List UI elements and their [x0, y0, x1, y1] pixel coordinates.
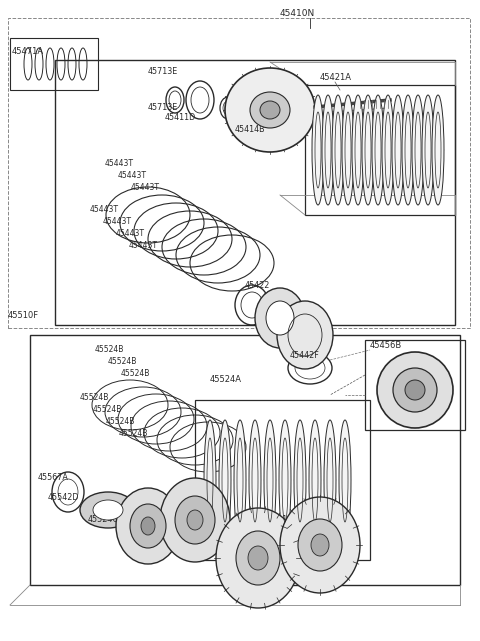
Text: 45524B: 45524B [80, 394, 109, 403]
Text: 45443T: 45443T [105, 158, 134, 167]
Ellipse shape [219, 420, 231, 540]
Text: 45414B: 45414B [235, 126, 265, 135]
Ellipse shape [250, 92, 290, 128]
Ellipse shape [130, 504, 166, 548]
Ellipse shape [280, 497, 360, 593]
Bar [10, 38, 98, 90]
Ellipse shape [422, 95, 434, 205]
Bar [55, 60, 455, 325]
Text: 45443T: 45443T [116, 229, 145, 238]
Text: 45511E: 45511E [268, 515, 298, 524]
Ellipse shape [339, 420, 351, 540]
Text: 45524B: 45524B [93, 406, 122, 415]
Text: 45443T: 45443T [129, 242, 158, 251]
Ellipse shape [372, 95, 384, 205]
Text: 45422: 45422 [245, 281, 270, 290]
Ellipse shape [405, 380, 425, 400]
Bar [365, 340, 465, 430]
Text: 45524B: 45524B [119, 429, 148, 438]
Text: 45442F: 45442F [290, 351, 320, 360]
Ellipse shape [393, 368, 437, 412]
Ellipse shape [392, 95, 404, 205]
Text: 45443T: 45443T [131, 183, 160, 192]
Ellipse shape [342, 95, 354, 205]
Text: 45524B: 45524B [106, 417, 135, 426]
Bar [30, 335, 460, 585]
Ellipse shape [160, 478, 230, 562]
Ellipse shape [225, 68, 315, 152]
Text: 45423D: 45423D [262, 294, 293, 303]
Text: 45567A: 45567A [38, 474, 69, 483]
Ellipse shape [294, 420, 306, 540]
Ellipse shape [352, 95, 364, 205]
Ellipse shape [93, 500, 123, 520]
Text: 45424B: 45424B [278, 306, 309, 315]
Ellipse shape [332, 95, 344, 205]
Text: 45524B: 45524B [95, 345, 124, 354]
Bar [305, 85, 455, 215]
Text: 45524B: 45524B [121, 369, 150, 378]
Text: 45443T: 45443T [90, 206, 119, 215]
Text: 45713E: 45713E [148, 103, 178, 113]
Ellipse shape [402, 95, 414, 205]
Bar [8, 18, 470, 328]
Ellipse shape [260, 101, 280, 119]
Ellipse shape [236, 531, 280, 585]
Ellipse shape [234, 420, 246, 540]
Text: 45523: 45523 [168, 494, 193, 503]
Ellipse shape [412, 95, 424, 205]
Ellipse shape [255, 288, 305, 348]
Ellipse shape [141, 517, 155, 535]
Text: 45411D: 45411D [165, 113, 196, 122]
Ellipse shape [80, 492, 136, 528]
Ellipse shape [362, 95, 374, 205]
Ellipse shape [311, 534, 329, 556]
Ellipse shape [377, 352, 453, 428]
Ellipse shape [187, 510, 203, 530]
Ellipse shape [266, 301, 294, 335]
Text: 45412: 45412 [228, 538, 253, 547]
Ellipse shape [277, 301, 333, 369]
Ellipse shape [175, 496, 215, 544]
Text: 45524A: 45524A [210, 376, 242, 385]
Ellipse shape [216, 508, 300, 608]
Text: 45443T: 45443T [103, 217, 132, 226]
Ellipse shape [312, 95, 324, 205]
Text: 45443T: 45443T [118, 171, 147, 179]
Ellipse shape [116, 488, 180, 564]
Text: 45471A: 45471A [12, 47, 44, 56]
Ellipse shape [382, 95, 394, 205]
Ellipse shape [264, 420, 276, 540]
Text: 45542D: 45542D [48, 494, 80, 503]
Text: 45510F: 45510F [8, 310, 39, 319]
Ellipse shape [248, 546, 268, 570]
Bar [195, 400, 370, 560]
Ellipse shape [432, 95, 444, 205]
Ellipse shape [249, 420, 261, 540]
Text: 45524B: 45524B [108, 358, 137, 367]
Ellipse shape [279, 420, 291, 540]
Ellipse shape [309, 420, 321, 540]
Text: 45524C: 45524C [88, 515, 119, 524]
Text: 45514A: 45514A [295, 508, 326, 517]
Ellipse shape [324, 420, 336, 540]
Text: 45713E: 45713E [148, 67, 178, 76]
Text: 45456B: 45456B [370, 340, 402, 349]
Text: 45421A: 45421A [320, 74, 352, 83]
Ellipse shape [322, 95, 334, 205]
Ellipse shape [204, 420, 216, 540]
Text: 45410N: 45410N [280, 10, 315, 19]
Ellipse shape [298, 519, 342, 571]
